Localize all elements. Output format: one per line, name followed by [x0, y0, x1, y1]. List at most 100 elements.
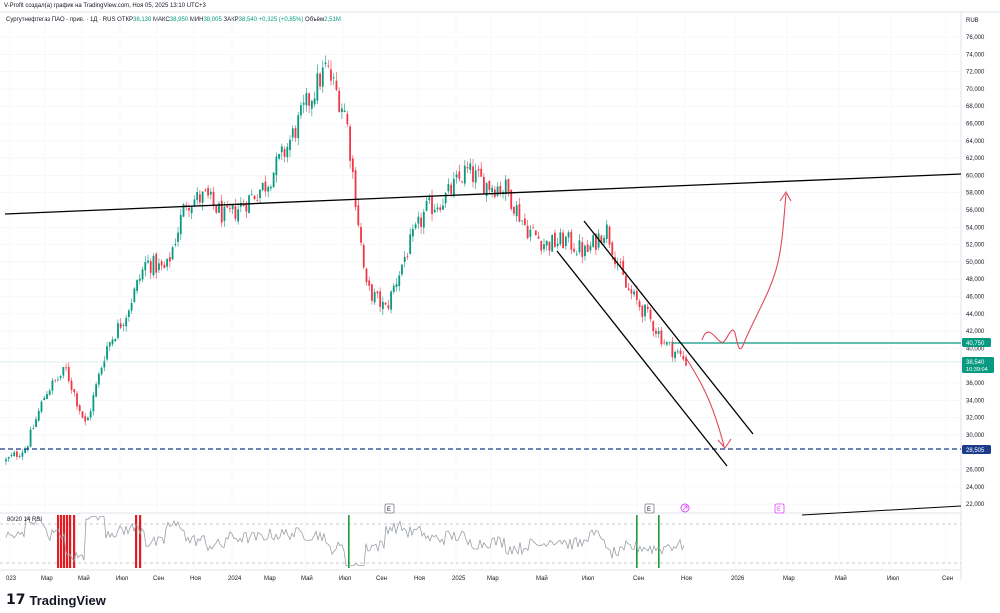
candle-body: [324, 62, 327, 65]
candle-body: [182, 204, 185, 217]
candle-body: [349, 126, 351, 161]
candle-body: [409, 234, 412, 255]
candle-body: [308, 93, 311, 106]
candle-body: [204, 189, 207, 191]
candle-body: [62, 367, 65, 376]
candle-body: [319, 73, 321, 87]
candle-body: [469, 163, 472, 171]
price-tick-label: 68,000: [966, 104, 985, 110]
candle-body: [29, 429, 32, 447]
high-value: 38,950: [169, 17, 189, 23]
bullish-projection-path[interactable]: [701, 193, 787, 350]
time-tick-label: 2024: [228, 576, 242, 582]
price-tick-label: 72,000: [966, 70, 985, 76]
open-label: ОТКР: [117, 17, 133, 23]
candle-body: [655, 330, 657, 334]
price-tick-label: 60,000: [966, 173, 985, 179]
dividend-event-icon[interactable]: [680, 503, 690, 513]
candle-body: [278, 154, 280, 159]
rsi-signal-bars: [57, 515, 660, 568]
candle-body: [166, 258, 169, 267]
price-axis[interactable]: 76,000 74,000 72,000 70,000 68,000 66,000 64,0…: [966, 35, 985, 508]
candle-body: [551, 234, 554, 252]
earnings-event-marker[interactable]: E: [644, 503, 655, 514]
time-tick-label: 2026: [731, 576, 745, 582]
candle-body: [76, 393, 78, 407]
candle-body: [362, 245, 365, 268]
earnings-future-marker[interactable]: E: [774, 503, 785, 514]
time-tick-label: Сен: [942, 576, 953, 582]
rsi-indicator-label[interactable]: 80/20 14 RSI: [7, 517, 43, 523]
channel-lower-line[interactable]: [556, 250, 728, 467]
candle-body: [78, 405, 81, 412]
rsi-oversold-bar: [348, 515, 350, 568]
candle-body: [608, 226, 611, 245]
rsi-pane-trendline[interactable]: [801, 505, 962, 516]
candle-body: [559, 232, 562, 245]
candle-body: [316, 73, 319, 101]
candle-body: [18, 456, 21, 458]
candle-body: [212, 191, 215, 205]
time-tick-label: Июл: [339, 576, 352, 582]
candle-body: [43, 397, 46, 401]
candle-body: [65, 367, 67, 369]
candle-body: [360, 226, 362, 243]
candle-body: [575, 253, 578, 255]
candle-body: [125, 318, 128, 327]
candle-body: [589, 245, 592, 251]
price-tick-label: 52,000: [966, 243, 985, 249]
candlestick-series: [5, 55, 687, 465]
candle-body: [253, 195, 256, 200]
candle-body: [398, 275, 401, 287]
tradingview-logo[interactable]: 𝟭𝟳 TradingView: [6, 592, 106, 608]
candle-body: [291, 128, 294, 138]
candle-body: [16, 451, 18, 457]
symbol-legend[interactable]: Сургутнефтегаз ПАО - прив. · 1Д · RUS ОТ…: [6, 17, 341, 23]
candle-body: [40, 401, 43, 412]
bullish-arrow-icon: [779, 190, 792, 202]
earnings-event-marker[interactable]: E: [384, 503, 395, 514]
candle-body: [444, 192, 447, 204]
low-label: МИН: [189, 17, 204, 23]
current-price-tag: 38,540 10:39:04: [962, 357, 994, 373]
candle-body: [114, 338, 117, 342]
price-tick-label: 70,000: [966, 87, 985, 93]
candle-body: [130, 302, 133, 311]
candle-body: [534, 230, 537, 236]
svg-text:10:39:04: 10:39:04: [966, 367, 988, 373]
candle-body: [310, 100, 313, 109]
candle-body: [231, 204, 234, 210]
candle-body: [321, 67, 324, 87]
candle-body: [286, 146, 289, 158]
candle-body: [685, 357, 687, 366]
time-axis[interactable]: 023 Мар Май Июл Сен Ноя 2024 Мар Май Июл Сен Ноя 202…: [6, 575, 953, 582]
time-tick-label: Сен: [153, 576, 164, 582]
symbol-name[interactable]: Сургутнефтегаз ПАО - прив. · 1Д · RUS: [6, 17, 116, 23]
price-tick-label: 56,000: [966, 208, 985, 214]
candle-body: [46, 394, 48, 400]
candle-body: [245, 204, 248, 212]
bearish-projection-path[interactable]: [685, 357, 725, 447]
candle-body: [652, 321, 655, 332]
resistance-price-tag: 40,750: [962, 338, 991, 347]
candle-body: [515, 205, 518, 217]
candle-body: [556, 243, 559, 247]
candle-body: [149, 261, 152, 273]
candle-body: [644, 304, 646, 317]
channel-upper-line[interactable]: [583, 220, 754, 435]
candle-body: [461, 181, 463, 183]
candle-body: [526, 225, 529, 239]
time-tick-label: Сен: [633, 576, 644, 582]
candle-body: [152, 255, 155, 276]
rsi-overbought-bar: [66, 515, 69, 568]
candle-body: [179, 215, 182, 235]
candle-body: [229, 208, 231, 209]
candle-body: [458, 171, 461, 179]
candle-body: [548, 241, 551, 251]
svg-text:38,540: 38,540: [966, 360, 985, 366]
candle-body: [163, 264, 166, 268]
candle-body: [267, 186, 270, 192]
candle-body: [390, 291, 392, 310]
long-term-trendline[interactable]: [4, 173, 962, 215]
